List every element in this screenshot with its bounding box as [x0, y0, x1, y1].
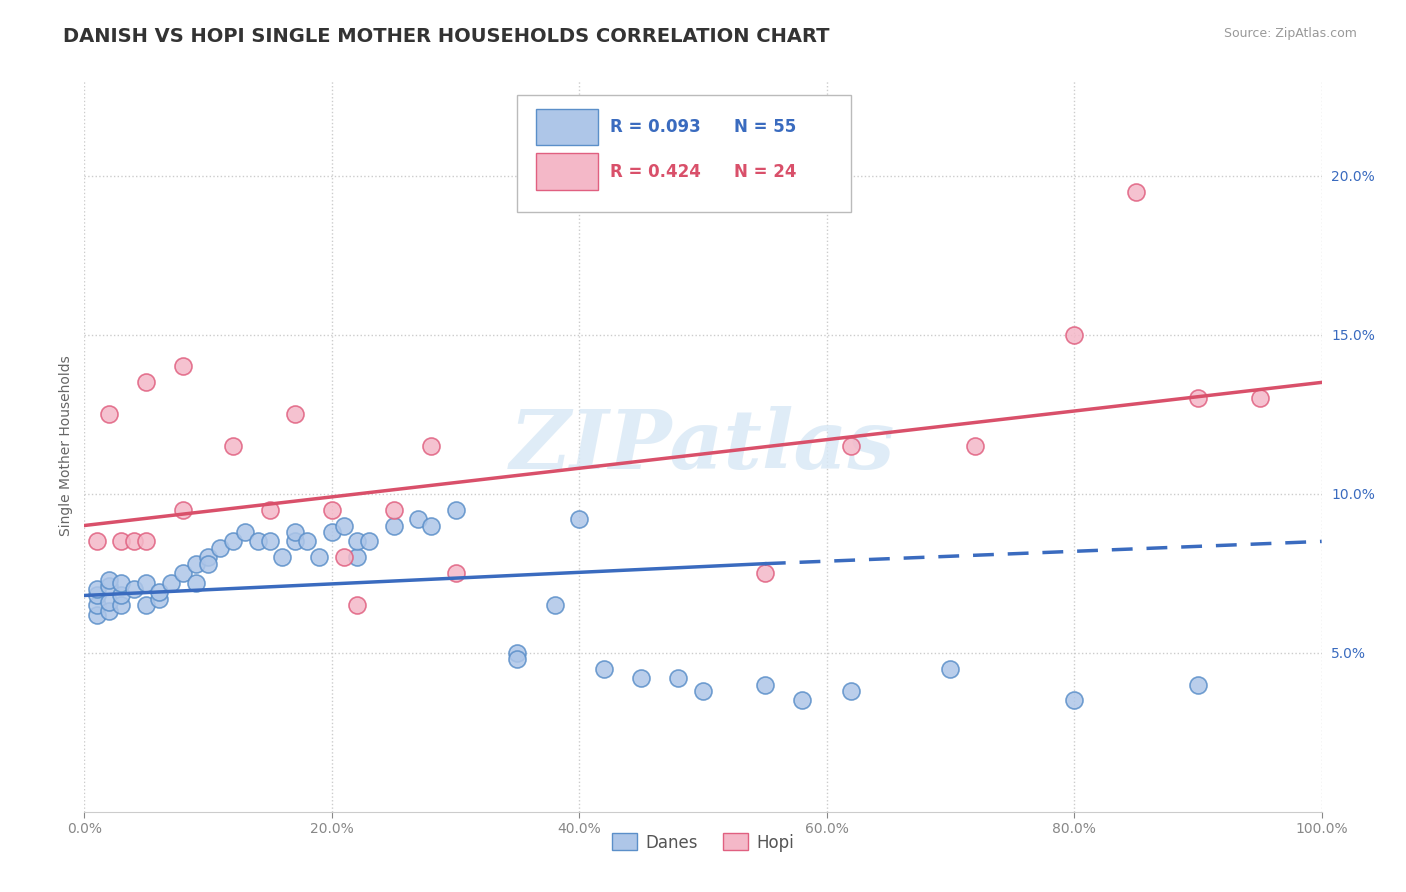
Point	[148, 591, 170, 606]
FancyBboxPatch shape	[517, 95, 852, 212]
Point	[419, 439, 441, 453]
Point	[593, 662, 616, 676]
Point	[110, 598, 132, 612]
Point	[148, 585, 170, 599]
Point	[160, 575, 183, 590]
Point	[841, 439, 863, 453]
Point	[86, 589, 108, 603]
Point	[1125, 185, 1147, 199]
Point	[98, 573, 121, 587]
Point	[754, 566, 776, 581]
Point	[568, 512, 591, 526]
Point	[86, 534, 108, 549]
Point	[754, 677, 776, 691]
Point	[271, 550, 294, 565]
Text: R = 0.093: R = 0.093	[610, 118, 702, 136]
Point	[1187, 392, 1209, 406]
Point	[841, 684, 863, 698]
Point	[110, 589, 132, 603]
Point	[98, 579, 121, 593]
Point	[259, 502, 281, 516]
Point	[122, 582, 145, 596]
Text: N = 24: N = 24	[734, 162, 796, 181]
Point	[122, 534, 145, 549]
Point	[246, 534, 269, 549]
Point	[98, 407, 121, 421]
Point	[284, 407, 307, 421]
Point	[382, 518, 405, 533]
Point	[1063, 693, 1085, 707]
Point	[197, 550, 219, 565]
Point	[630, 671, 652, 685]
Point	[172, 502, 194, 516]
Point	[444, 502, 467, 516]
Text: DANISH VS HOPI SINGLE MOTHER HOUSEHOLDS CORRELATION CHART: DANISH VS HOPI SINGLE MOTHER HOUSEHOLDS …	[63, 27, 830, 45]
Text: ZIPatlas: ZIPatlas	[510, 406, 896, 486]
Point	[939, 662, 962, 676]
FancyBboxPatch shape	[536, 109, 598, 145]
FancyBboxPatch shape	[536, 153, 598, 190]
Point	[666, 671, 689, 685]
Point	[1187, 677, 1209, 691]
Point	[135, 598, 157, 612]
Text: N = 55: N = 55	[734, 118, 796, 136]
Point	[333, 518, 356, 533]
Point	[346, 598, 368, 612]
Point	[98, 604, 121, 618]
Point	[86, 582, 108, 596]
Point	[209, 541, 232, 555]
Point	[346, 534, 368, 549]
Point	[419, 518, 441, 533]
Point	[357, 534, 380, 549]
Point	[233, 524, 256, 539]
Point	[110, 575, 132, 590]
Point	[444, 566, 467, 581]
Point	[321, 524, 343, 539]
Point	[333, 550, 356, 565]
Point	[98, 595, 121, 609]
Point	[308, 550, 330, 565]
Point	[259, 534, 281, 549]
Point	[284, 534, 307, 549]
Point	[135, 376, 157, 390]
Point	[1063, 327, 1085, 342]
Point	[543, 598, 565, 612]
Point	[965, 439, 987, 453]
Text: R = 0.424: R = 0.424	[610, 162, 702, 181]
Point	[222, 439, 245, 453]
Point	[110, 534, 132, 549]
Point	[506, 646, 529, 660]
Point	[506, 652, 529, 666]
Point	[197, 557, 219, 571]
Point	[346, 550, 368, 565]
Point	[790, 693, 813, 707]
Legend: Danes, Hopi: Danes, Hopi	[606, 827, 800, 858]
Point	[222, 534, 245, 549]
Point	[408, 512, 430, 526]
Point	[86, 598, 108, 612]
Point	[172, 359, 194, 374]
Point	[86, 607, 108, 622]
Point	[172, 566, 194, 581]
Point	[692, 684, 714, 698]
Point	[184, 575, 207, 590]
Point	[284, 524, 307, 539]
Point	[135, 534, 157, 549]
Point	[184, 557, 207, 571]
Point	[382, 502, 405, 516]
Y-axis label: Single Mother Households: Single Mother Households	[59, 356, 73, 536]
Point	[135, 575, 157, 590]
Text: Source: ZipAtlas.com: Source: ZipAtlas.com	[1223, 27, 1357, 40]
Point	[1249, 392, 1271, 406]
Point	[295, 534, 318, 549]
Point	[321, 502, 343, 516]
